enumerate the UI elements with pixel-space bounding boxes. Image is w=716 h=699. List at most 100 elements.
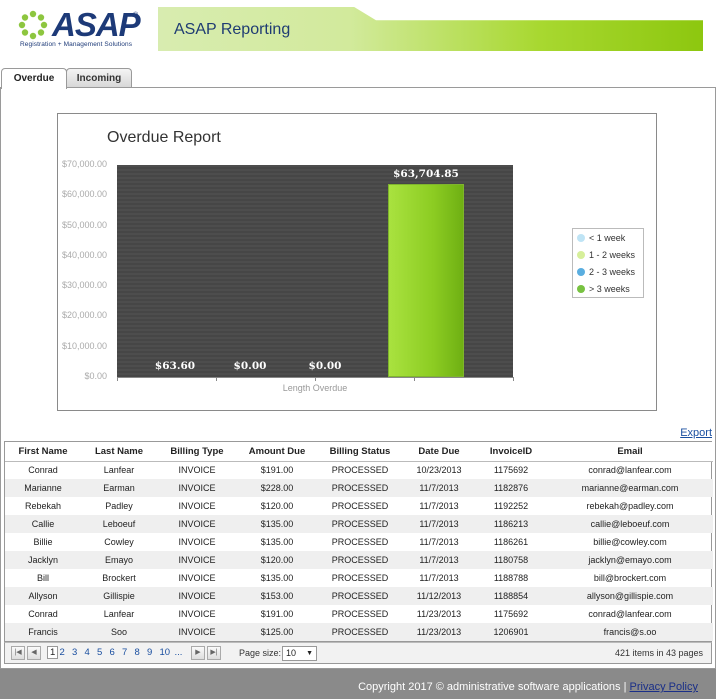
table-cell: 11/7/2013 bbox=[403, 515, 475, 533]
copyright-text: Copyright 2017 © administrative software… bbox=[358, 681, 627, 693]
page-number-link[interactable]: 2 bbox=[59, 647, 65, 658]
table-cell: Conrad bbox=[28, 609, 58, 619]
column-header[interactable]: First Name bbox=[5, 442, 81, 462]
table-cell: 10/23/2013 bbox=[416, 465, 462, 476]
table-cell: Lanfear bbox=[103, 609, 135, 619]
legend-swatch-icon bbox=[577, 234, 585, 242]
table-row[interactable]: Callie Leboeuf INVOICE $135.00 PROCESSED 11/7… bbox=[5, 515, 713, 533]
table-cell: Bill bbox=[36, 573, 49, 583]
table-cell: 1175692 bbox=[493, 465, 529, 476]
logo-tagline: Registration + Management Solutions bbox=[20, 41, 133, 48]
table-cell: 1188854 bbox=[475, 587, 547, 605]
table-cell: 11/7/2013 bbox=[419, 537, 459, 547]
table-cell: Jacklyn bbox=[5, 551, 81, 569]
chart-legend-item: < 1 week bbox=[577, 233, 625, 243]
chart-y-tick-label: $70,000.00 bbox=[61, 159, 107, 169]
table-cell: allyson@gillispie.com bbox=[547, 587, 713, 605]
page-number-link[interactable]: 6 bbox=[109, 647, 115, 658]
chart-x-tick bbox=[414, 377, 415, 381]
table-cell: INVOICE bbox=[178, 573, 216, 583]
table-header-row: First Name Last Name Billing Type Amount Du… bbox=[5, 442, 713, 462]
last-page-button[interactable]: ▶| bbox=[207, 646, 221, 660]
table-cell: $228.00 bbox=[237, 479, 317, 497]
table-cell: Billie bbox=[33, 537, 53, 547]
table-cell: PROCESSED bbox=[331, 501, 389, 511]
table-cell: PROCESSED bbox=[331, 465, 389, 476]
export-link[interactable]: Export bbox=[680, 427, 712, 439]
table-cell: INVOICE bbox=[157, 623, 237, 641]
column-header[interactable]: Billing Type bbox=[157, 442, 237, 462]
table-row[interactable]: Jacklyn Emayo INVOICE $120.00 PROCESSED 11/7/… bbox=[5, 551, 713, 569]
table-cell: bill@brockert.com bbox=[593, 573, 667, 583]
table-cell: Callie bbox=[5, 515, 81, 533]
chart-data-label: $63.60 bbox=[154, 360, 196, 372]
table-cell: conrad@lanfear.com bbox=[588, 465, 672, 476]
page-size-select[interactable]: 10 ▼ bbox=[282, 646, 317, 661]
page-number-link[interactable]: 3 bbox=[72, 647, 78, 658]
table-cell: Cowley bbox=[104, 537, 134, 547]
footer: Copyright 2017 © administrative software… bbox=[0, 669, 716, 699]
table-cell: 11/7/2013 bbox=[419, 573, 459, 583]
table-row[interactable]: Conrad Lanfear INVOICE $191.00 PROCESSED 11/2… bbox=[5, 605, 713, 623]
first-page-button[interactable]: |◀ bbox=[11, 646, 25, 660]
chart-y-tick-label: $40,000.00 bbox=[61, 249, 107, 260]
chart-x-tick bbox=[216, 377, 217, 381]
table-cell: billie@cowley.com bbox=[593, 537, 667, 547]
table-cell: Lanfear bbox=[103, 465, 135, 476]
tab-incoming[interactable]: Incoming bbox=[66, 68, 132, 88]
pager-info: 421 items in 43 pages bbox=[614, 648, 703, 658]
table-cell: PROCESSED bbox=[331, 609, 389, 619]
header: ASAP ® Registration + Management Solutio… bbox=[0, 0, 716, 62]
table-row[interactable]: Bill Brockert INVOICE $135.00 PROCESSED 11/7/… bbox=[5, 569, 713, 587]
table-cell: PROCESSED bbox=[317, 587, 403, 605]
next-page-icon: ▶ bbox=[195, 649, 201, 656]
table-cell: marianne@earman.com bbox=[547, 479, 713, 497]
chart-y-tick-label: $20,000.00 bbox=[61, 310, 107, 321]
table-row[interactable]: Allyson Gillispie INVOICE $153.00 PROCESSED 1… bbox=[5, 587, 713, 605]
table-row[interactable]: Conrad Lanfear INVOICE $191.00 PROCESSED 10/2… bbox=[5, 461, 713, 479]
table-cell: $191.00 bbox=[260, 465, 294, 476]
page-number-link[interactable]: 9 bbox=[147, 647, 153, 658]
table-cell: PROCESSED bbox=[331, 573, 389, 583]
table-row[interactable]: Francis Soo INVOICE $125.00 PROCESSED 11/23/2… bbox=[5, 623, 713, 641]
table-cell: Leboeuf bbox=[81, 515, 157, 533]
privacy-policy-link[interactable]: Privacy Policy bbox=[629, 681, 698, 693]
column-header[interactable]: Last Name bbox=[81, 442, 157, 462]
column-header[interactable]: Billing Status bbox=[317, 442, 403, 462]
next-page-button[interactable]: ▶ bbox=[191, 646, 205, 660]
asap-logo-mark bbox=[18, 10, 48, 40]
column-header[interactable]: Date Due bbox=[403, 442, 475, 462]
table-cell: 11/7/2013 bbox=[403, 551, 475, 569]
page-number-link[interactable]: 5 bbox=[97, 647, 103, 658]
chart-bar[interactable] bbox=[388, 184, 464, 377]
column-header[interactable]: InvoiceID bbox=[475, 442, 547, 462]
asap-logo[interactable]: ASAP ® Registration + Management Solutio… bbox=[18, 6, 168, 54]
prev-page-button[interactable]: ◀ bbox=[27, 646, 41, 660]
column-header[interactable]: Amount Due bbox=[237, 442, 317, 462]
page-number-link[interactable]: ... bbox=[174, 647, 183, 658]
table-cell: $120.00 bbox=[237, 551, 317, 569]
table-cell: callie@leboeuf.com bbox=[547, 515, 713, 533]
table-cell: INVOICE bbox=[157, 515, 237, 533]
chart-data-label: $0.00 bbox=[233, 360, 267, 372]
page-number-link[interactable]: 7 bbox=[122, 647, 128, 658]
chart-legend-item: 1 - 2 weeks bbox=[577, 250, 635, 260]
chart-y-tick-label: $30,000.00 bbox=[61, 280, 107, 291]
page-number-link[interactable]: 4 bbox=[84, 647, 90, 658]
column-header[interactable]: Email bbox=[547, 442, 713, 462]
table-row[interactable]: Rebekah Padley INVOICE $120.00 PROCESSED 11/7… bbox=[5, 497, 713, 515]
table-cell: 1206901 bbox=[475, 623, 547, 641]
page-number-link[interactable]: 1 bbox=[47, 646, 59, 659]
page-number-link[interactable]: 8 bbox=[134, 647, 140, 658]
page-number-link[interactable]: 10 bbox=[159, 647, 171, 658]
table-cell: INVOICE bbox=[178, 609, 216, 619]
table-cell: PROCESSED bbox=[317, 479, 403, 497]
table-row[interactable]: Marianne Earman INVOICE $228.00 PROCESSED 11/… bbox=[5, 479, 713, 497]
chart-y-tick-label: $10,000.00 bbox=[61, 340, 107, 351]
page-title: ASAP Reporting bbox=[174, 21, 291, 38]
first-page-icon: |◀ bbox=[14, 649, 22, 656]
page-size-label: Page size: bbox=[239, 648, 282, 658]
table-row[interactable]: Billie Cowley INVOICE $135.00 PROCESSED 11/7/… bbox=[5, 533, 713, 551]
chart-x-tick bbox=[315, 377, 316, 381]
tab-overdue[interactable]: Overdue bbox=[1, 68, 67, 89]
